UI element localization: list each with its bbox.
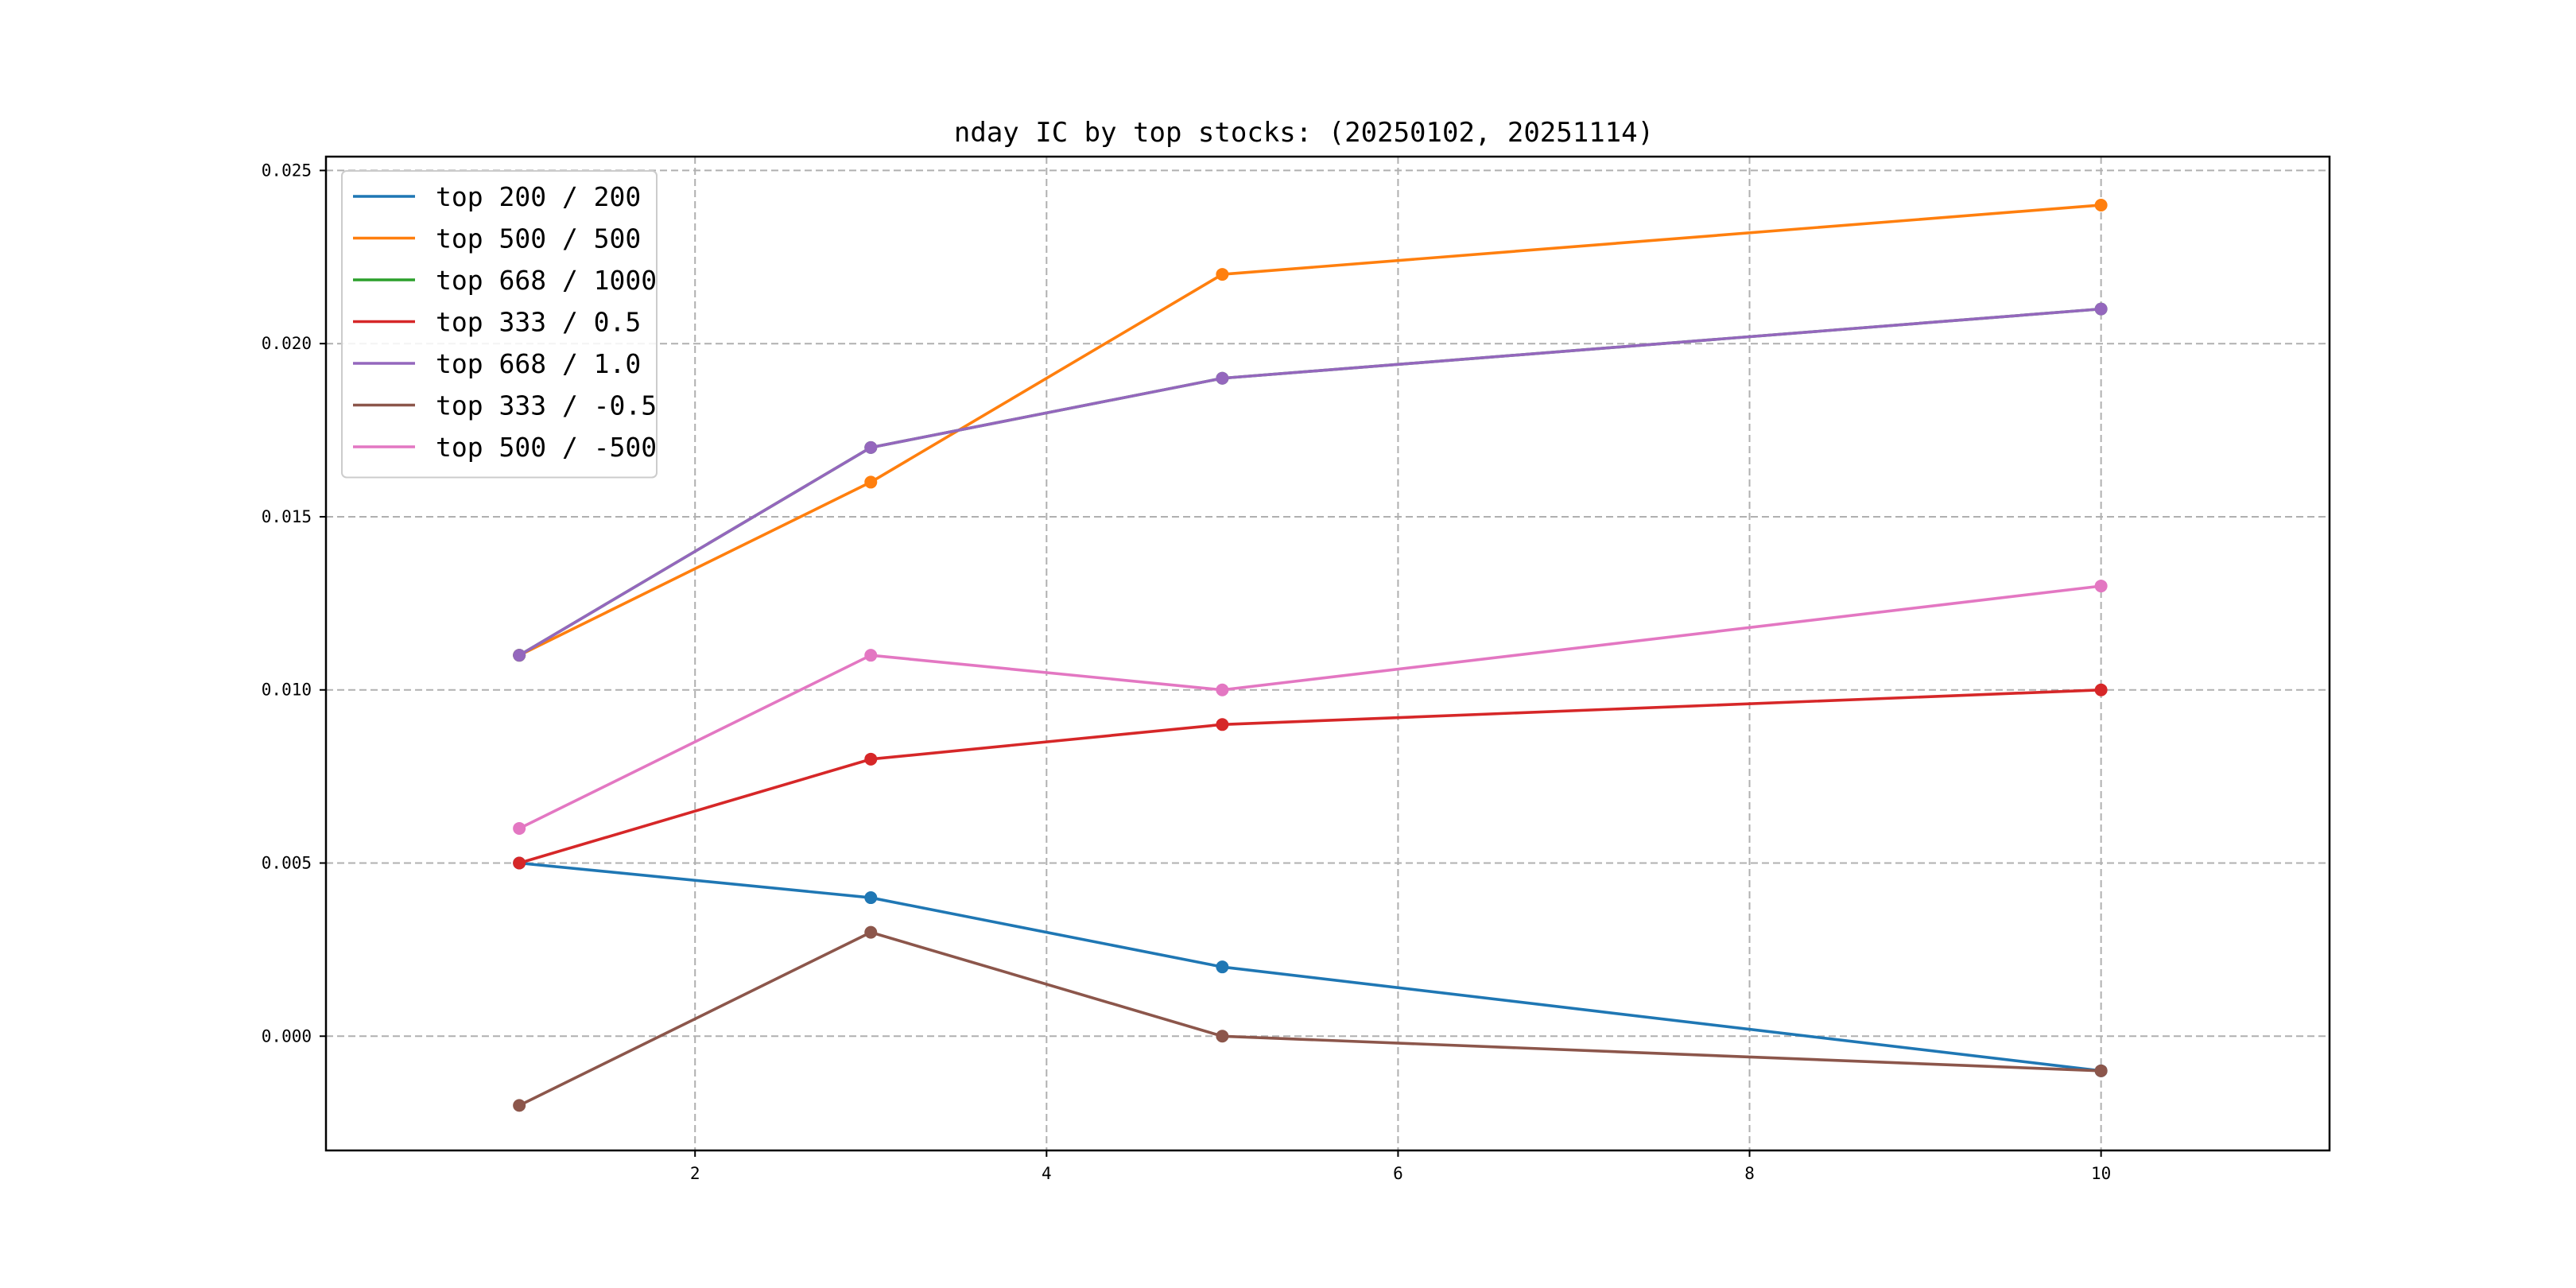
series-line: [517, 688, 2103, 865]
grid: [326, 157, 2330, 1150]
legend-item: top 500 / -500: [353, 432, 657, 463]
data-point: [513, 856, 526, 870]
series-4: [513, 302, 2108, 662]
x-tick-label: 8: [1744, 1164, 1755, 1183]
axis-ticks: 2 4 6 8 10 0.000 0.005 0.010 0.015 0.020 0.025: [262, 161, 2111, 1183]
data-point: [864, 649, 878, 662]
legend-label: top 500 / 500: [436, 223, 641, 254]
legend-label: top 500 / -500: [436, 432, 657, 463]
series-6: [513, 580, 2108, 835]
series-line: [517, 930, 2103, 1108]
series-3: [513, 683, 2108, 870]
series-line: [517, 584, 2103, 831]
data-point: [513, 1099, 526, 1112]
legend-label: top 200 / 200: [436, 181, 641, 212]
data-point: [1216, 1030, 1229, 1043]
y-tick-label: 0.005: [262, 854, 312, 873]
chart-title: nday IC by top stocks: (20250102, 202511…: [954, 117, 1654, 149]
data-point: [2094, 198, 2108, 211]
x-tick-label: 4: [1042, 1164, 1052, 1183]
plot-series: [513, 198, 2108, 1112]
series-line: [517, 204, 2103, 658]
x-tick-label: 6: [1393, 1164, 1403, 1183]
y-tick-label: 0.010: [262, 681, 312, 700]
data-point: [1216, 371, 1229, 385]
legend-label: top 333 / -0.5: [436, 390, 657, 421]
y-tick-label: 0.000: [262, 1026, 312, 1046]
x-tick-label: 2: [690, 1164, 700, 1183]
legend-item: top 200 / 200: [353, 181, 641, 212]
legend-label: top 668 / 1000: [436, 265, 657, 296]
data-point: [2094, 580, 2108, 593]
data-point: [1216, 718, 1229, 731]
legend-item: top 333 / -0.5: [353, 390, 657, 421]
data-point: [513, 649, 526, 662]
legend: top 200 / 200 top 500 / 500 top 668 / 1000…: [341, 170, 658, 479]
series-5: [513, 925, 2108, 1112]
y-tick-label: 0.025: [262, 161, 312, 180]
series-line: [518, 861, 2103, 1073]
data-point: [1216, 683, 1229, 696]
data-point: [513, 821, 526, 835]
data-point: [1216, 960, 1229, 974]
data-point: [864, 752, 878, 766]
data-point: [2094, 683, 2108, 696]
legend-label: top 333 / 0.5: [436, 307, 641, 338]
data-point: [864, 891, 878, 905]
legend-item: top 668 / 1000: [353, 265, 657, 296]
data-point: [2094, 1064, 2108, 1077]
y-tick-label: 0.020: [262, 334, 312, 353]
legend-box: [341, 170, 658, 479]
data-point: [864, 925, 878, 939]
x-tick-label: 10: [2091, 1164, 2111, 1183]
data-point: [864, 475, 878, 489]
series-line: [517, 307, 2103, 658]
legend-item: top 668 / 1.0: [353, 348, 641, 379]
legend-label: top 668 / 1.0: [436, 348, 641, 379]
plot-frame: [324, 155, 2331, 1152]
legend-item: top 333 / 0.5: [353, 307, 641, 338]
data-point: [2094, 302, 2108, 316]
data-point: [864, 440, 878, 454]
y-tick-label: 0.015: [262, 507, 312, 526]
data-point: [1216, 268, 1229, 281]
legend-item: top 500 / 500: [353, 223, 641, 254]
